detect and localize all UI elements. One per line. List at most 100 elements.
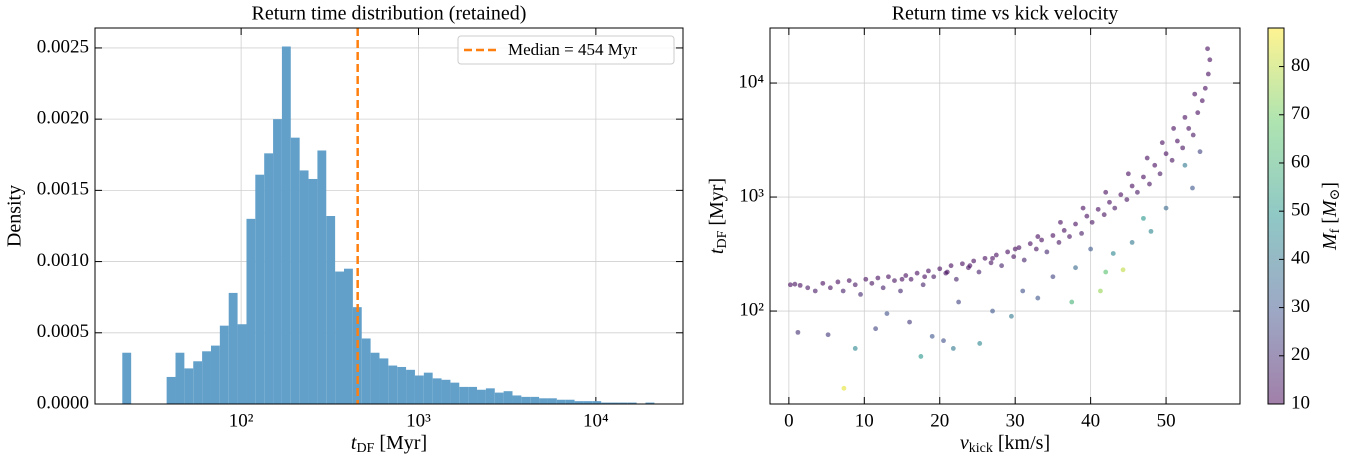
scatter-point <box>967 263 973 269</box>
x-tick-label: 10² <box>229 410 254 431</box>
scatter-point <box>898 288 903 294</box>
scatter-point <box>929 333 935 339</box>
hist-bar <box>574 401 584 404</box>
scatter-point <box>1035 234 1041 239</box>
plot-layer: 0.0000 0.0005 0.0010 0.0015 0.0020 0.0025 10² 1… <box>37 27 1310 431</box>
scatter-point <box>982 255 988 261</box>
scatter-point <box>863 276 869 282</box>
scatter-point <box>1171 126 1177 131</box>
hist-bar <box>530 396 540 404</box>
scatter-point <box>797 282 803 288</box>
scatter-point <box>1101 212 1107 218</box>
scatter-point <box>999 263 1005 269</box>
legend-label: Median = 454 Myr <box>508 40 637 59</box>
scatter-point <box>971 258 977 264</box>
scatter-point <box>1069 299 1075 305</box>
hist-bar <box>468 386 478 404</box>
label-part: kick <box>969 441 993 456</box>
scatter-point <box>805 285 811 291</box>
hist-bar <box>565 399 575 404</box>
scatter-point <box>1088 246 1094 252</box>
hist-bar <box>627 402 637 404</box>
hist-bar <box>556 399 566 404</box>
scatter-point <box>1027 241 1033 247</box>
left-y-label: Density <box>4 185 26 247</box>
hist-bar <box>202 351 211 404</box>
scatter-point <box>873 326 879 332</box>
axes-frame <box>769 27 1241 405</box>
hist-bar <box>264 153 274 404</box>
scatter-point <box>1163 151 1169 157</box>
scatter-point <box>825 332 831 338</box>
scatter-point <box>950 346 956 351</box>
scatter-point <box>846 278 852 283</box>
label-part: [Myr] <box>706 178 728 231</box>
scatter-point <box>1011 254 1017 260</box>
hist-bar <box>228 292 238 404</box>
scatter-point <box>918 354 924 359</box>
colorbar-tick-label: 20 <box>1291 344 1310 365</box>
scatter-point <box>1107 199 1112 205</box>
scatter-point <box>990 255 995 261</box>
scatter-point <box>869 280 875 286</box>
scatter-point <box>1084 213 1090 219</box>
scatter-point <box>1009 313 1014 319</box>
axes-frame <box>94 27 684 405</box>
hist-bar <box>414 375 424 404</box>
hist-bar <box>450 382 460 404</box>
scatter-point <box>1141 215 1146 221</box>
hist-bar <box>175 352 185 404</box>
scatter-point <box>1110 251 1116 256</box>
scatter-point <box>1195 110 1201 116</box>
colorbar-tick-label: 60 <box>1291 151 1310 172</box>
scatter-point <box>903 273 909 278</box>
x-tick-label: 10 <box>855 410 874 431</box>
scatter-point <box>1182 162 1188 168</box>
right-y-label: tDF [Myr] <box>706 178 731 254</box>
x-tick-label: 10³ <box>406 410 431 431</box>
hist-bar <box>370 352 380 404</box>
hist-bar <box>485 388 495 404</box>
hist-bar <box>184 368 194 404</box>
y-tick-label: 0.0015 <box>37 179 89 200</box>
scatter-point <box>1199 98 1205 104</box>
hist-bar <box>459 386 469 404</box>
colorbar-tick-label: 50 <box>1291 200 1310 221</box>
right-title: Return time vs kick velocity <box>892 3 1119 25</box>
scatter-point <box>926 268 931 274</box>
x-tick-label: 0 <box>784 410 794 431</box>
hist-bar <box>281 46 291 405</box>
hist-bar <box>601 402 611 404</box>
scatter-point <box>976 269 982 275</box>
colorbar-tick-label: 80 <box>1291 55 1310 76</box>
hist-bar <box>237 324 247 404</box>
scatter-point <box>1061 227 1067 233</box>
scatter-point <box>1073 221 1078 227</box>
scatter-point <box>1095 206 1101 212</box>
scatter-point <box>1044 249 1050 255</box>
scatter-point <box>1197 149 1203 155</box>
scatter-point <box>812 288 818 294</box>
scatter-point <box>1182 114 1188 120</box>
scatter-point <box>1016 245 1022 251</box>
hist-bar <box>255 174 265 404</box>
scatter-point <box>1012 246 1018 252</box>
scatter-point <box>1098 288 1103 294</box>
label-part: ⊙ <box>1328 189 1343 201</box>
hist-bar <box>246 218 256 404</box>
hist-bar <box>645 402 655 404</box>
scatter-point <box>840 288 846 294</box>
hist-bar <box>317 150 327 404</box>
label-part: DF <box>715 230 730 248</box>
scatter-point <box>1202 85 1208 91</box>
hist-bar <box>326 216 336 404</box>
label-part: v <box>960 432 969 454</box>
colorbar-tick-label: 70 <box>1291 103 1310 124</box>
x-tick-label: 20 <box>930 410 949 431</box>
scatter-point <box>1058 219 1063 225</box>
scatter-point <box>956 299 962 305</box>
scatter-point <box>1080 205 1086 211</box>
scatter-point <box>907 319 912 325</box>
scatter-point <box>875 275 881 281</box>
scatter-point <box>1118 192 1124 198</box>
